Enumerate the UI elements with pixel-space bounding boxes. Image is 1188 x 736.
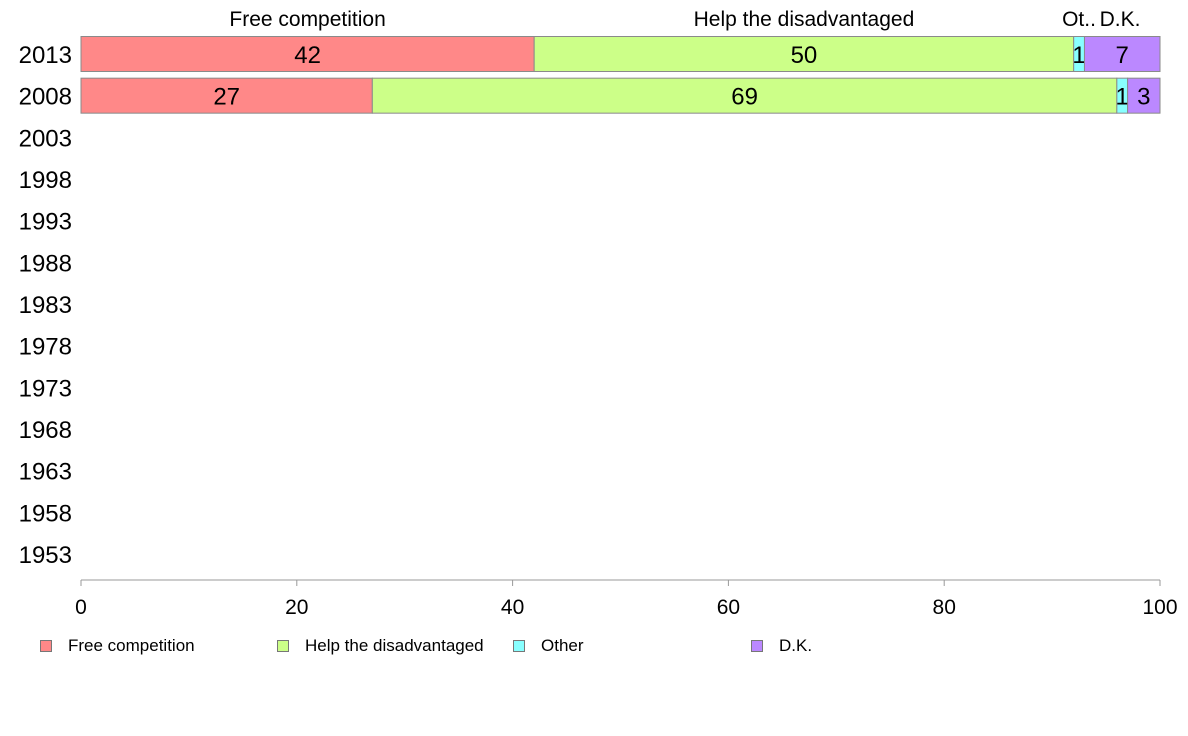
data-label: 50 — [791, 42, 818, 69]
legend-swatch — [513, 640, 525, 652]
legend-item: Free competition — [40, 634, 195, 658]
y-tick-label: 1973 — [19, 375, 72, 402]
x-tick-label: 80 — [933, 596, 956, 619]
bar-segment — [1127, 77, 1161, 114]
y-tick-label: 1963 — [19, 459, 72, 486]
y-tick-label: 1978 — [19, 334, 72, 361]
x-tick-label: 0 — [75, 596, 87, 619]
y-tick-label: 1958 — [19, 500, 72, 527]
y-tick-label: 2003 — [19, 125, 72, 152]
data-label: 27 — [213, 84, 240, 111]
data-label: 3 — [1137, 84, 1150, 111]
y-tick-label: 2008 — [19, 84, 72, 111]
bar-segment — [1083, 36, 1161, 72]
legend-item: Help the disadvantaged — [277, 634, 484, 658]
y-tick-label: 1993 — [19, 209, 72, 236]
data-label: 69 — [731, 84, 758, 111]
stacked-bar-chart: 2013200820031998199319881983197819731968… — [19, 8, 1178, 619]
y-tick-label: 1998 — [19, 167, 72, 194]
legend-swatch — [40, 640, 52, 652]
segment-header-label: Ot.. — [1062, 8, 1096, 31]
bar-segment — [533, 36, 1075, 72]
x-tick-label: 40 — [501, 596, 524, 619]
legend-swatch — [751, 640, 763, 652]
y-tick-label: 1983 — [19, 292, 72, 319]
y-tick-label: 1968 — [19, 417, 72, 444]
data-label: 42 — [294, 42, 321, 69]
x-tick-label: 20 — [285, 596, 308, 619]
y-tick-label: 2013 — [19, 42, 72, 69]
legend: Free competition Help the disadvantaged Ot… — [0, 634, 1188, 658]
legend-item: D.K. — [751, 634, 812, 658]
y-tick-label: 1953 — [19, 542, 72, 569]
legend-label: Help the disadvantaged — [305, 636, 484, 655]
bar-segment — [80, 36, 535, 72]
segment-header-label: Free competition — [229, 8, 385, 31]
y-tick-label: 1988 — [19, 250, 72, 277]
data-label: 7 — [1116, 42, 1129, 69]
legend-label: D.K. — [779, 636, 813, 655]
segment-header-label: Help the disadvantaged — [694, 8, 915, 31]
legend-item: Other — [513, 634, 584, 658]
segment-header-label: D.K. — [1100, 8, 1141, 31]
legend-label: Free competition — [68, 636, 195, 655]
data-label: 1 — [1116, 84, 1129, 111]
data-label: 1 — [1072, 42, 1085, 69]
legend-label: Other — [541, 636, 584, 655]
legend-swatch — [277, 640, 289, 652]
x-tick-label: 60 — [717, 596, 740, 619]
bar-segment — [371, 77, 1118, 114]
x-tick-label: 100 — [1142, 596, 1177, 619]
